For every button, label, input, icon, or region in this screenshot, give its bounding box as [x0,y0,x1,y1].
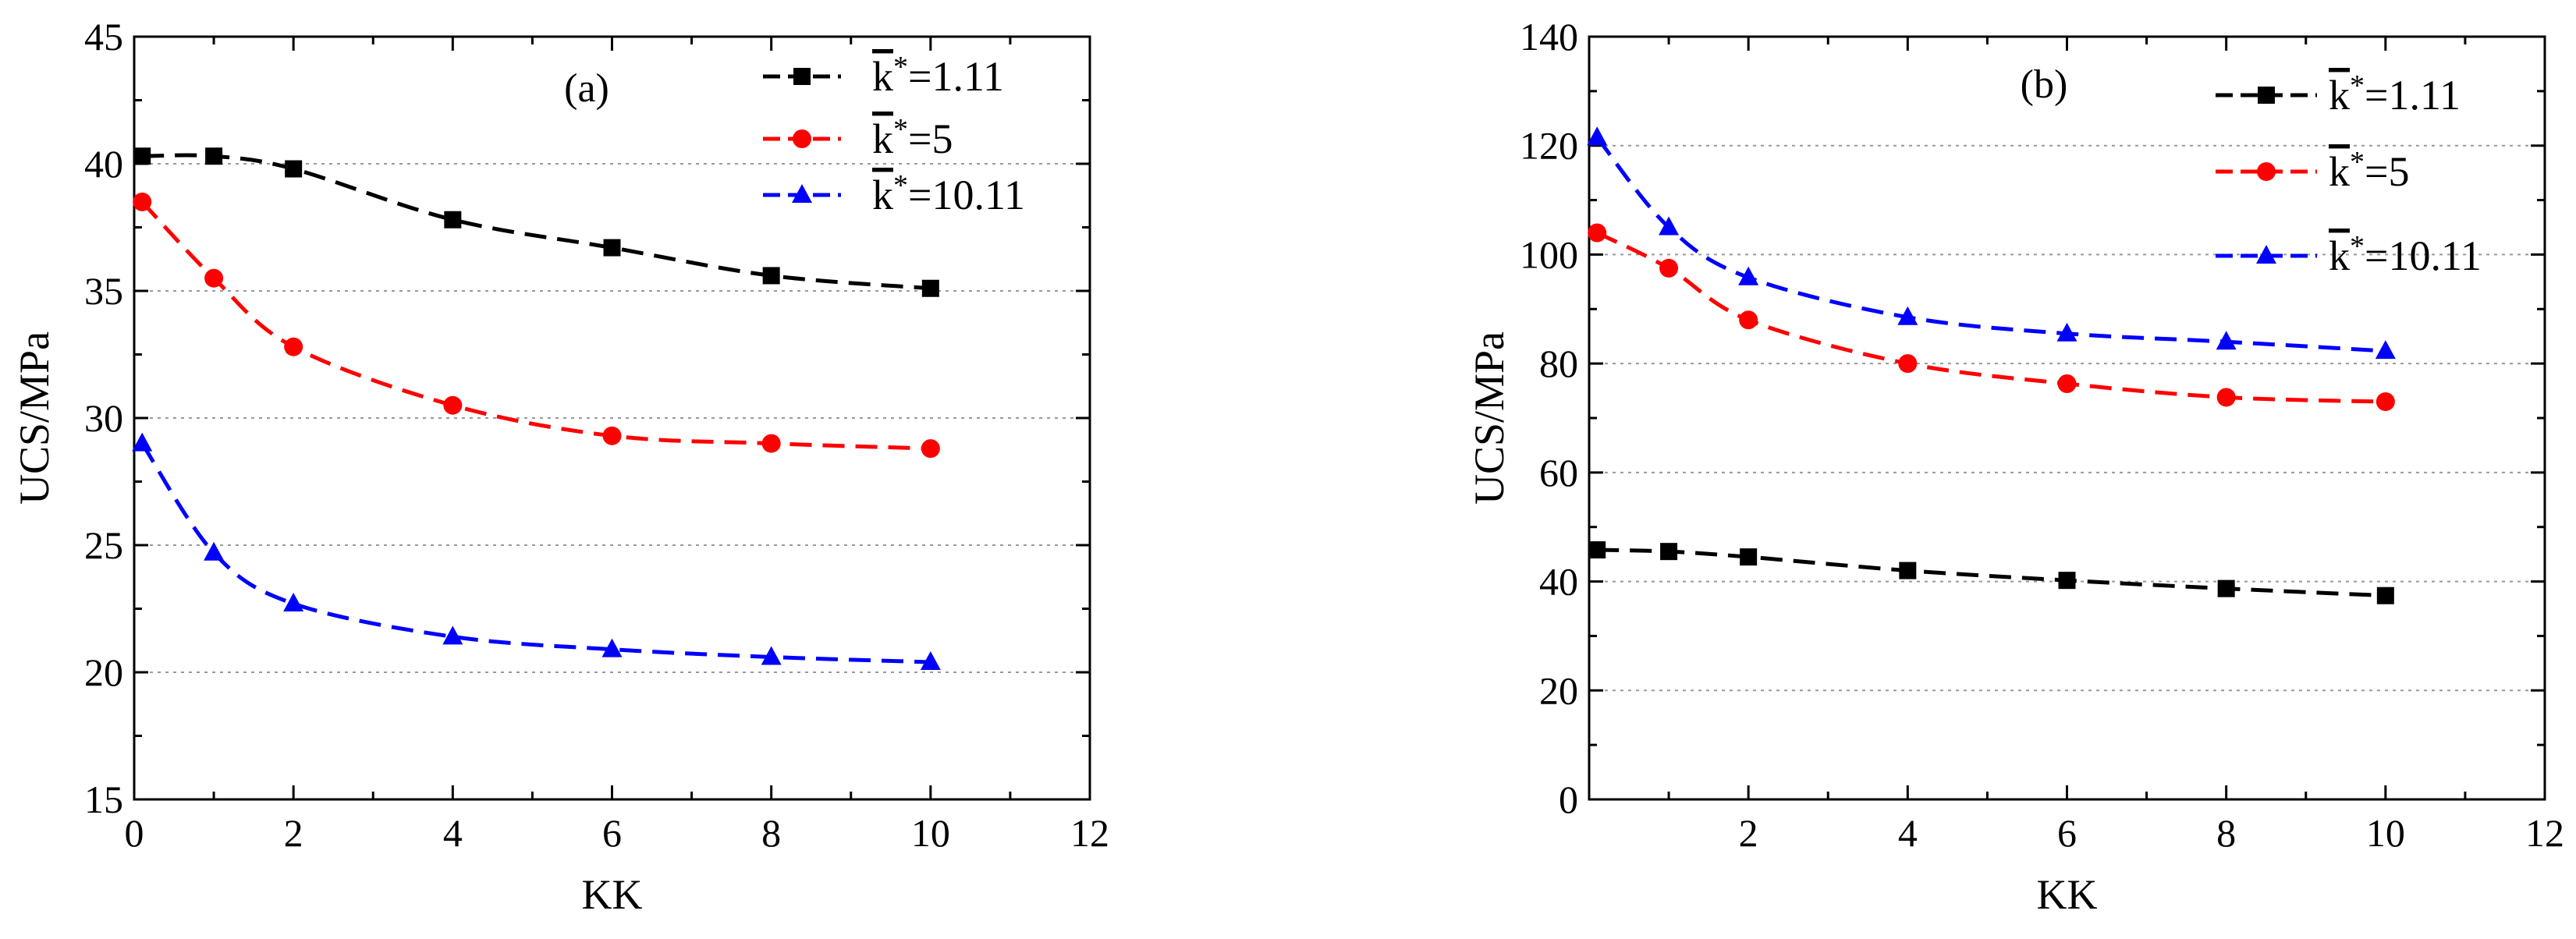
y-tick-label: 15 [84,778,123,821]
panel-label: (b) [2021,62,2068,107]
data-point-2 [204,541,225,561]
data-point-0 [1899,562,1917,579]
data-point-1 [204,268,224,288]
panel-b: 0 20 40 60 80 100 120 140 2 4 6 8 10 12 KK UCS/MPa (b) k*… [1466,15,2564,918]
x-tick-label: 8 [761,811,781,855]
y-tick-label: 0 [1559,778,1578,821]
data-point-1 [1588,223,1607,243]
legend-marker [2257,162,2276,181]
data-point-1 [284,337,303,356]
x-tick-label: 12 [1070,811,1109,855]
data-point-0 [285,160,303,178]
y-tick-label: 25 [84,523,123,567]
series-line-0 [142,153,931,291]
data-point-2 [2216,331,2237,350]
legend-label: k*=1.11 [2329,69,2461,119]
data-point-2 [132,432,153,452]
y-tick-label: 40 [1539,560,1578,604]
x-tick-label: 8 [2216,811,2236,855]
y-tick-label: 100 [1520,232,1578,276]
data-point-0 [205,147,223,165]
data-point-2 [1738,266,1759,285]
x-tick-label: 12 [2525,811,2564,855]
data-point-1 [2057,374,2077,393]
y-tick-label: 120 [1520,124,1578,168]
y-tick-label: 30 [84,396,123,440]
legend-marker [2258,87,2275,104]
data-point-1 [602,426,622,445]
x-tick-label: 6 [602,811,622,855]
data-point-1 [1898,354,1918,374]
y-tick-label: 80 [1539,342,1578,385]
data-point-1 [761,434,781,453]
y-tick-label: 20 [1539,668,1578,712]
data-point-0 [762,267,780,285]
data-point-2 [1587,126,1608,146]
x-tick-label: 6 [2057,811,2077,855]
data-point-0 [133,147,151,165]
legend-label: k*=1.11 [872,51,1004,100]
data-point-2 [601,638,623,657]
x-tick-label: 10 [2366,811,2405,855]
data-point-2 [283,592,304,611]
data-point-0 [603,239,621,257]
data-point-2 [1659,216,1680,236]
data-point-1 [443,395,463,415]
y-tick-label: 60 [1539,451,1578,494]
y-tick-label: 20 [84,650,123,694]
series-line-2 [140,442,931,664]
data-point-0 [2217,579,2235,597]
data-point-2 [2375,340,2396,360]
series-line-0 [1597,547,2386,598]
x-axis-title: KK [2037,871,2098,918]
data-point-0 [921,279,939,297]
x-tick-label: 2 [284,811,303,855]
data-point-0 [1660,543,1678,561]
data-point-0 [2376,586,2394,604]
data-point-1 [133,192,152,211]
data-point-2 [761,646,782,665]
data-point-1 [1739,310,1758,330]
y-tick-label: 40 [84,142,123,186]
data-point-2 [2056,322,2077,342]
data-point-2 [1897,306,1918,325]
legend-label: k*=10.11 [872,169,1025,218]
legend-marker [793,129,811,148]
y-axis-title: UCS/MPa [1466,331,1513,505]
x-tick-label: 4 [443,811,463,855]
data-point-0 [2058,572,2076,590]
data-point-0 [1588,541,1606,559]
x-tick-label: 0 [125,811,144,855]
y-tick-label: 35 [84,269,123,313]
data-point-1 [921,439,940,459]
data-point-2 [920,650,941,670]
legend-label: k*=10.11 [2329,230,2482,279]
data-point-2 [442,625,463,645]
y-tick-label: 45 [84,15,123,58]
x-tick-label: 10 [911,811,950,855]
x-tick-label: 4 [1898,811,1918,855]
x-axis-title: KK [582,871,643,918]
legend-marker [792,184,812,203]
data-point-1 [1659,258,1679,278]
data-point-0 [1740,548,1758,566]
y-axis-title: UCS/MPa [11,331,58,505]
data-point-1 [2376,392,2395,412]
data-point-1 [2216,388,2236,407]
panel-a: 15 20 25 30 35 40 45 0 2 4 6 8 10 12 KK UCS/MPa (a) k*=1.… [11,15,1109,918]
data-point-0 [444,211,462,229]
panel-label: (a) [564,66,609,111]
legend-label: k*=5 [2329,146,2409,195]
legend-marker [2256,245,2276,264]
x-tick-label: 2 [1739,811,1758,855]
legend-label: k*=5 [872,113,953,162]
y-tick-label: 140 [1520,15,1578,58]
legend-marker [793,68,811,85]
series-line-1 [140,200,931,451]
